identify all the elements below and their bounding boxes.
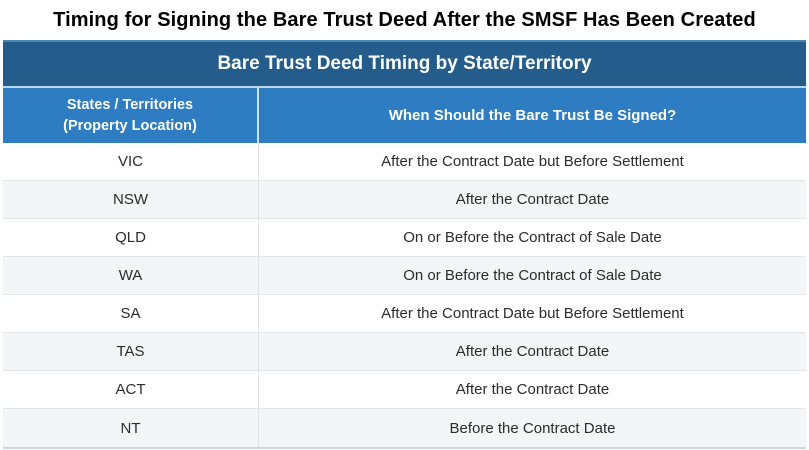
column-header-timing: When Should the Bare Trust Be Signed? [259, 88, 806, 143]
state-cell: VIC [3, 143, 259, 180]
table-row: NSW After the Contract Date [3, 181, 806, 219]
table-row: TAS After the Contract Date [3, 333, 806, 371]
timing-cell: After the Contract Date [455, 191, 610, 208]
timing-cell: After the Contract Date [455, 343, 610, 360]
table-row: VIC After the Contract Date but Before S… [3, 143, 806, 181]
table-body: VIC After the Contract Date but Before S… [3, 143, 806, 447]
column-header-states-line2: (Property Location) [63, 117, 197, 134]
state-cell: NT [3, 409, 259, 447]
state-cell: QLD [3, 219, 259, 256]
timing-table: Bare Trust Deed Timing by State/Territor… [3, 40, 806, 449]
table-row: WA On or Before the Contract of Sale Dat… [3, 257, 806, 295]
timing-cell: On or Before the Contract of Sale Date [403, 229, 662, 246]
timing-cell: On or Before the Contract of Sale Date [403, 267, 662, 284]
column-header-states-line1: States / Territories [66, 97, 194, 114]
table-row: NT Before the Contract Date [3, 409, 806, 447]
column-header-timing-label: When Should the Bare Trust Be Signed? [388, 107, 677, 124]
title-bar: Timing for Signing the Bare Trust Deed A… [0, 0, 809, 40]
timing-cell: Before the Contract Date [449, 419, 616, 437]
timing-cell: After the Contract Date but Before Settl… [381, 305, 684, 322]
state-cell: SA [3, 295, 259, 332]
table-banner-title: Bare Trust Deed Timing by State/Territor… [217, 53, 592, 74]
page-title: Timing for Signing the Bare Trust Deed A… [53, 8, 756, 31]
table-row: SA After the Contract Date but Before Se… [3, 295, 806, 333]
state-cell: NSW [3, 181, 259, 218]
column-header-row: States / Territories (Property Location)… [3, 88, 806, 143]
column-header-states: States / Territories (Property Location) [3, 88, 259, 143]
state-cell: WA [3, 257, 259, 294]
state-cell: TAS [3, 333, 259, 370]
table-row: ACT After the Contract Date [3, 371, 806, 409]
state-cell: ACT [3, 371, 259, 408]
timing-cell: After the Contract Date [455, 381, 610, 398]
timing-cell: After the Contract Date but Before Settl… [381, 153, 684, 170]
table-banner: Bare Trust Deed Timing by State/Territor… [3, 40, 806, 88]
table-row: QLD On or Before the Contract of Sale Da… [3, 219, 806, 257]
